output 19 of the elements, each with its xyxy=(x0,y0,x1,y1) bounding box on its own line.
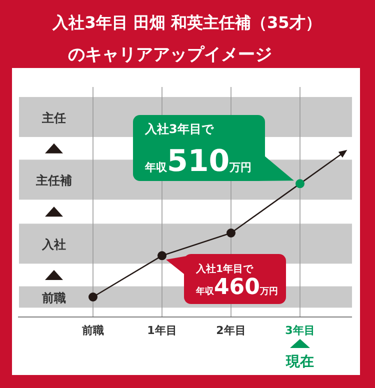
text: 入社3年目で xyxy=(144,122,214,136)
x-tick-label: 1年目 xyxy=(147,324,177,337)
point xyxy=(226,228,236,238)
band-label: 前職 xyxy=(41,291,66,305)
band-label: 主任 xyxy=(41,111,66,125)
band-label: 入社 xyxy=(41,238,66,252)
point xyxy=(88,292,98,302)
annotation: 年収460万円 xyxy=(195,275,278,300)
chart-title: 入社3年目 田畑 和英主任補（35才） xyxy=(52,13,322,32)
text: 現在 xyxy=(285,354,314,370)
chart-subtitle: のキャリアアップイメージ xyxy=(68,45,272,65)
x-tick-label: 前職 xyxy=(81,324,104,337)
band-label: 主任補 xyxy=(35,174,72,188)
x-tick-label: 2年目 xyxy=(216,324,246,337)
annotation: 入社1年目で xyxy=(195,263,254,275)
point xyxy=(296,179,304,188)
annotation: 年収510万円 xyxy=(144,144,252,179)
x-tick-label: 3年目 xyxy=(285,324,315,337)
point xyxy=(158,251,166,260)
